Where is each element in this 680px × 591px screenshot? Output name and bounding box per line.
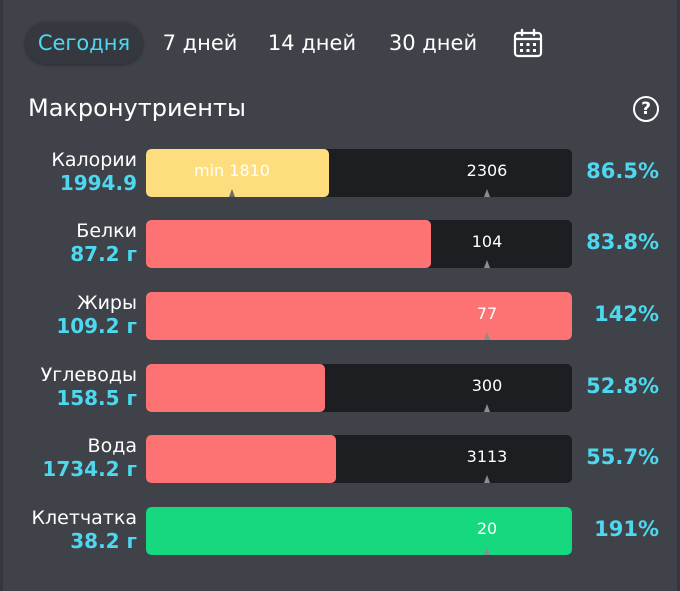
- tab-7-days[interactable]: 7 дней: [162, 31, 238, 55]
- progress-bar: 300: [146, 364, 572, 412]
- nutrient-name: Вода: [87, 435, 137, 457]
- nutrient-name: Углеводы: [40, 364, 137, 386]
- target-marker: [484, 189, 490, 197]
- progress-fill: [146, 507, 572, 555]
- target-label: 300: [471, 376, 503, 395]
- nutrient-value: 1734.2 г: [42, 457, 137, 481]
- nutrient-percent: 142%: [594, 302, 659, 326]
- nutrient-row: Углеводы 158.5 г 300 52.8%: [3, 364, 680, 412]
- target-label: 77: [476, 304, 498, 323]
- tab-14-days[interactable]: 14 дней: [267, 31, 357, 55]
- progress-fill: [146, 149, 329, 197]
- target-label: 3113: [466, 447, 508, 466]
- nutrient-name: Калории: [51, 149, 137, 171]
- nutrient-row: Клетчатка 38.2 г 20 191%: [3, 507, 680, 555]
- progress-fill: [146, 220, 431, 268]
- progress-fill: [146, 292, 572, 340]
- nutrient-percent: 86.5%: [586, 159, 659, 183]
- nutrient-row: Жиры 109.2 г 77 142%: [3, 292, 680, 340]
- progress-bar: min 1810 2306: [146, 149, 572, 197]
- question-circle-icon[interactable]: ?: [633, 96, 659, 122]
- min-label: min 1810: [194, 161, 270, 180]
- nutrient-percent: 52.8%: [586, 374, 659, 398]
- calendar-icon[interactable]: [512, 27, 544, 59]
- progress-bar: 20: [146, 507, 572, 555]
- nutrient-row: Белки 87.2 г 104 83.8%: [3, 220, 680, 268]
- nutrient-name: Клетчатка: [31, 507, 137, 529]
- nutrient-percent: 83.8%: [586, 230, 659, 254]
- nutrient-row: Калории 1994.9 min 1810 2306 86.5%: [3, 149, 680, 197]
- target-marker: [484, 404, 490, 412]
- progress-bar: 3113: [146, 435, 572, 483]
- nutrient-value: 38.2 г: [70, 529, 137, 553]
- progress-bar: 77: [146, 292, 572, 340]
- nutrient-row: Вода 1734.2 г 3113 55.7%: [3, 435, 680, 483]
- nutrient-value: 109.2 г: [56, 314, 137, 338]
- min-marker: [229, 189, 235, 197]
- nutrient-value: 87.2 г: [70, 242, 137, 266]
- nutrient-name: Белки: [76, 220, 137, 242]
- section-title: Макронутриенты: [28, 94, 246, 122]
- progress-fill: [146, 435, 336, 483]
- target-marker: [484, 547, 490, 555]
- target-label: 104: [471, 232, 503, 251]
- target-marker: [484, 475, 490, 483]
- nutrient-value: 158.5 г: [56, 386, 137, 410]
- target-marker: [484, 260, 490, 268]
- target-label: 2306: [466, 161, 508, 180]
- period-tabs: Сегодня 7 дней 14 дней 30 дней: [25, 22, 665, 64]
- tab-today[interactable]: Сегодня: [25, 22, 143, 64]
- nutrient-name: Жиры: [77, 292, 137, 314]
- nutrient-percent: 55.7%: [586, 445, 659, 469]
- target-label: 20: [476, 519, 498, 538]
- nutrient-percent: 191%: [594, 517, 659, 541]
- nutrient-value: 1994.9: [59, 171, 137, 195]
- target-marker: [484, 332, 490, 340]
- progress-fill: [146, 364, 325, 412]
- progress-bar: 104: [146, 220, 572, 268]
- tab-30-days[interactable]: 30 дней: [388, 31, 478, 55]
